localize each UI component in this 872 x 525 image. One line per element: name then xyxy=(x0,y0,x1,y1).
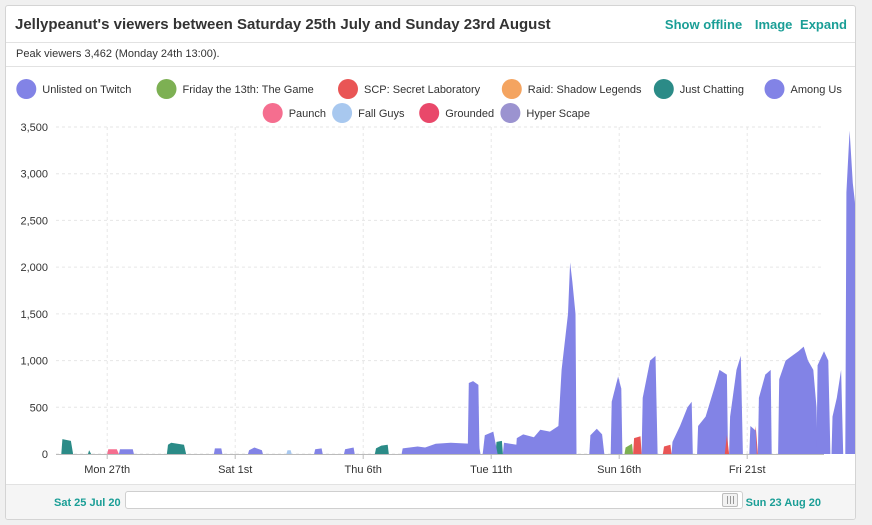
area-segment[interactable] xyxy=(831,369,844,454)
legend-swatch xyxy=(332,103,353,123)
expand-link[interactable]: Expand xyxy=(800,17,847,32)
area-segment[interactable] xyxy=(515,262,577,455)
chart-header: Jellypeanut's viewers between Saturday 2… xyxy=(6,6,855,43)
legend-label: SCP: Secret Laboratory xyxy=(364,84,481,96)
area-segment[interactable] xyxy=(729,355,743,454)
navigator-end-label: Sun 23 Aug 20 xyxy=(745,497,821,509)
legend-swatch xyxy=(764,79,785,99)
divider xyxy=(6,66,855,67)
area-segment[interactable] xyxy=(778,346,818,454)
legend-label: Hyper Scape xyxy=(526,108,590,120)
area-segment[interactable] xyxy=(374,444,389,454)
area-segment[interactable] xyxy=(671,401,693,454)
area-segment[interactable] xyxy=(633,436,642,454)
area-segment[interactable] xyxy=(344,447,355,455)
grid xyxy=(56,126,824,455)
x-tick-label: Mon 27th xyxy=(84,464,130,476)
legend-swatch xyxy=(338,79,358,99)
area-segment[interactable] xyxy=(610,376,623,455)
y-tick-label: 0 xyxy=(42,449,48,461)
legend-label: Fall Guys xyxy=(358,108,405,120)
area-segment[interactable] xyxy=(118,449,134,454)
area-segment[interactable] xyxy=(749,426,757,454)
area-segment[interactable] xyxy=(107,449,119,454)
navigator-handle[interactable] xyxy=(722,493,738,507)
y-tick-label: 3,500 xyxy=(20,122,48,134)
navigator-start-label: Sat 25 Jul 20 xyxy=(54,497,121,509)
area-segment[interactable] xyxy=(502,442,519,454)
x-tick-label: Fri 21st xyxy=(729,464,766,476)
legend-swatch xyxy=(653,79,674,99)
y-tick-label: 1,500 xyxy=(20,309,48,321)
legend-swatch xyxy=(501,79,522,99)
area-segment[interactable] xyxy=(697,369,728,454)
area-segment[interactable] xyxy=(286,450,292,454)
legend-item[interactable]: Fall Guys xyxy=(332,103,405,123)
legend-swatch xyxy=(156,79,177,99)
area-segment[interactable] xyxy=(213,448,223,454)
y-tick-label: 500 xyxy=(30,402,48,414)
legend-item[interactable]: Hyper Scape xyxy=(500,103,590,123)
header-actions: Show offline Image Expand xyxy=(656,17,847,32)
legend-label: Paunch xyxy=(289,108,326,120)
legend: Unlisted on Twitch Friday the 13th: The G… xyxy=(16,79,842,123)
area-segment[interactable] xyxy=(816,351,831,454)
area-segment[interactable] xyxy=(495,440,503,454)
area-segment[interactable] xyxy=(589,428,605,454)
legend-label: Grounded xyxy=(445,108,494,120)
image-link[interactable]: Image xyxy=(754,17,793,32)
legend-swatch xyxy=(419,103,440,123)
area-segment[interactable] xyxy=(757,369,772,454)
area-segment[interactable] xyxy=(401,441,481,454)
legend-swatch xyxy=(262,103,283,123)
legend-item[interactable]: Unlisted on Twitch xyxy=(16,79,131,99)
y-tick-label: 2,000 xyxy=(20,262,48,274)
y-tick-label: 2,500 xyxy=(20,215,48,227)
legend-item[interactable]: Raid: Shadow Legends xyxy=(501,79,642,99)
plot-area xyxy=(61,130,855,455)
legend-item[interactable]: Just Chatting xyxy=(653,79,744,99)
area-segment[interactable] xyxy=(662,444,672,454)
area-segment[interactable] xyxy=(314,448,323,454)
area-segment[interactable] xyxy=(467,381,480,454)
legend-item[interactable]: SCP: Secret Laboratory xyxy=(338,79,481,99)
legend-item[interactable]: Friday the 13th: The Game xyxy=(156,79,314,99)
viewers-area-chart: Unlisted on Twitch Friday the 13th: The G… xyxy=(16,79,855,476)
area-segment[interactable] xyxy=(641,355,658,454)
y-tick-label: 3,000 xyxy=(20,169,48,181)
area-segment[interactable] xyxy=(88,450,92,454)
legend-label: Unlisted on Twitch xyxy=(42,84,131,96)
legend-item[interactable]: Among Us xyxy=(764,79,843,99)
peak-viewers-text: Peak viewers 3,462 (Monday 24th 13:00). xyxy=(16,48,220,60)
show-offline-link[interactable]: Show offline xyxy=(664,17,743,32)
legend-swatch xyxy=(16,79,37,99)
x-tick-label: Sun 16th xyxy=(597,464,641,476)
chart-panel: Jellypeanut's viewers between Saturday 2… xyxy=(5,5,856,520)
legend-item[interactable]: Paunch xyxy=(262,103,326,123)
legend-item[interactable]: Grounded xyxy=(419,103,494,123)
navigator-range-bar[interactable] xyxy=(125,491,743,509)
area-segment[interactable] xyxy=(61,439,74,454)
legend-label: Raid: Shadow Legends xyxy=(528,84,642,96)
navigator: Sat 25 Jul 20 Sun 23 Aug 20 xyxy=(6,484,855,519)
axes: 0 500 1,000 1,500 2,000 2,500 3,000 3,500 Mon 27… xyxy=(20,122,824,476)
area-segment[interactable] xyxy=(624,443,634,454)
area-segment[interactable] xyxy=(248,447,263,455)
legend-label: Among Us xyxy=(791,84,843,96)
legend-swatch xyxy=(500,103,521,123)
area-segment[interactable] xyxy=(845,130,855,454)
area-segment[interactable] xyxy=(482,431,498,454)
y-tick-label: 1,000 xyxy=(20,356,48,368)
x-tick-label: Sat 1st xyxy=(218,464,252,476)
legend-label: Just Chatting xyxy=(680,84,744,96)
area-segment[interactable] xyxy=(724,435,730,454)
area-segment[interactable] xyxy=(166,442,187,454)
x-tick-label: Thu 6th xyxy=(345,464,382,476)
x-tick-label: Tue 11th xyxy=(470,464,512,476)
legend-label: Friday the 13th: The Game xyxy=(183,84,314,96)
chart-title: Jellypeanut's viewers between Saturday 2… xyxy=(15,16,551,33)
